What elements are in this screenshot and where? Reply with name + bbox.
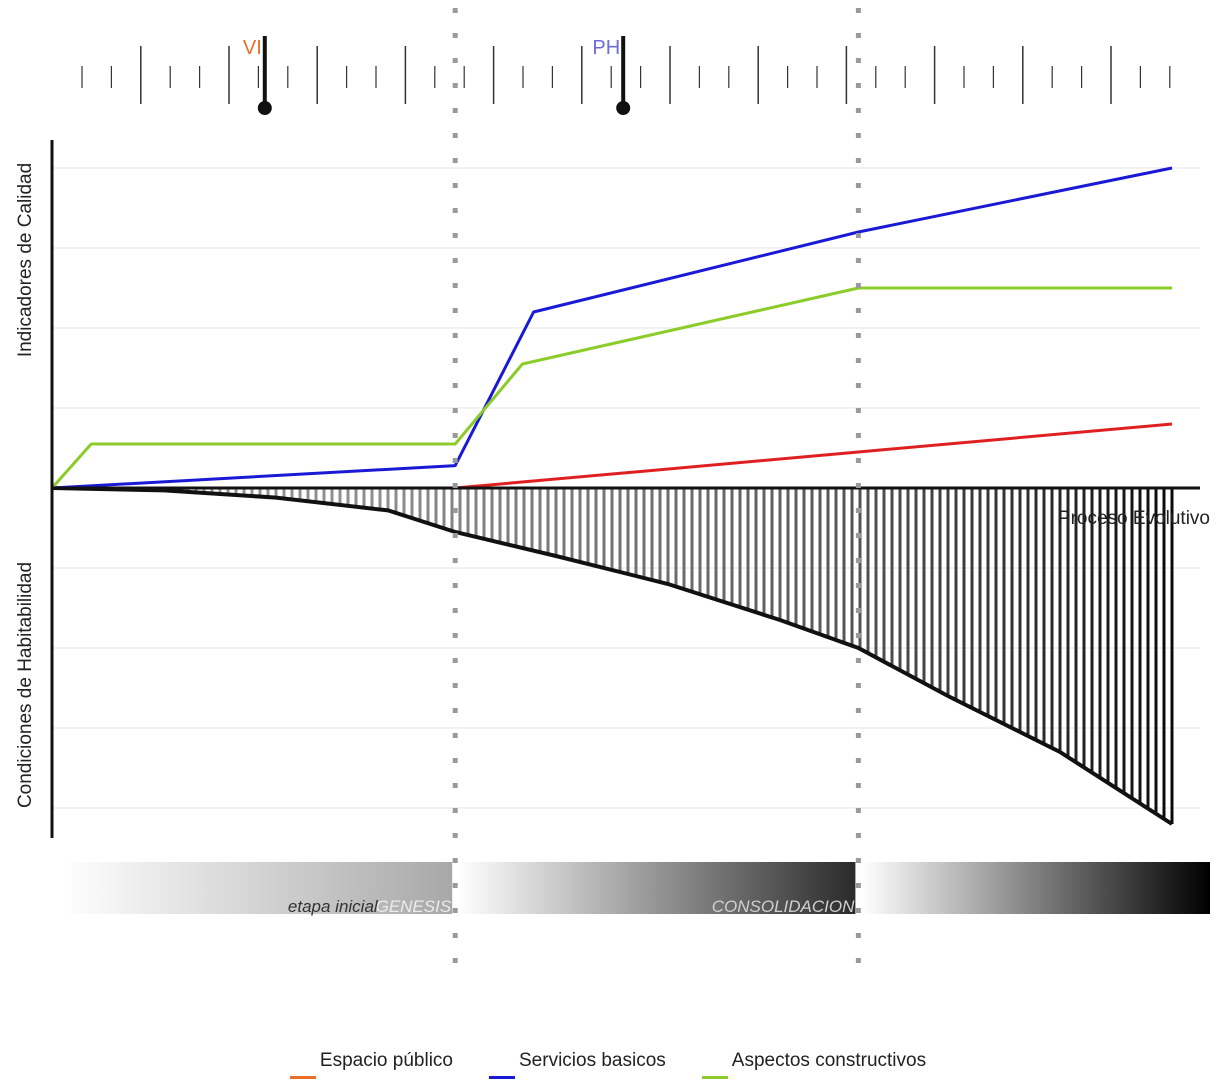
stage-name: CONSOLIDACION (712, 897, 855, 916)
legend-item-servicios-basicos: Servicios basicos (489, 1050, 666, 1079)
marker-dot (616, 101, 631, 115)
timeline-ruler: VI PH (81, 36, 1171, 115)
legend: Espacio público Servicios basicos Aspect… (0, 1050, 1216, 1080)
stage-boundaries (452, 8, 861, 965)
legend-swatch-espacio-publico (289, 1076, 316, 1079)
marker-label: VI (243, 37, 262, 59)
marker-dot (257, 101, 272, 115)
habitability-curve (51, 486, 1174, 826)
stage-sublabel: etapa inicial (288, 897, 379, 916)
grid-lines (52, 167, 1200, 809)
y-axis-label-bottom: Condiciones de Habitabilidad (15, 562, 36, 808)
x-axis-label: Proceso Evolutivo (1058, 508, 1210, 529)
legend-item-aspectos-constructivos: Aspectos constructivos (701, 1050, 927, 1079)
legend-swatch-servicios-basicos (489, 1076, 515, 1079)
stage-bars (62, 862, 1210, 914)
stage-name: GENESIS (376, 897, 452, 916)
series-line-aspectos-constructivos (50, 286, 1172, 489)
legend-label-aspectos-constructivos: Aspectos constructivos (731, 1050, 927, 1071)
series-line-servicios-basicos (51, 166, 1173, 490)
habitability-hatch (51, 486, 1174, 826)
marker-label: PH (592, 37, 620, 59)
legend-label-servicios-basicos: Servicios basicos (519, 1050, 666, 1071)
legend-item-espacio-publico: Espacio público (289, 1050, 453, 1079)
stage-bar (861, 862, 1210, 914)
legend-label-espacio-publico: Espacio público (319, 1050, 453, 1071)
stage-bar (62, 862, 453, 914)
stage-bar (458, 862, 856, 914)
axes (50, 140, 1200, 838)
legend-swatch-aspectos-constructivos (701, 1076, 728, 1079)
y-axis-label-top: Indicadores de Calidad (15, 163, 36, 357)
